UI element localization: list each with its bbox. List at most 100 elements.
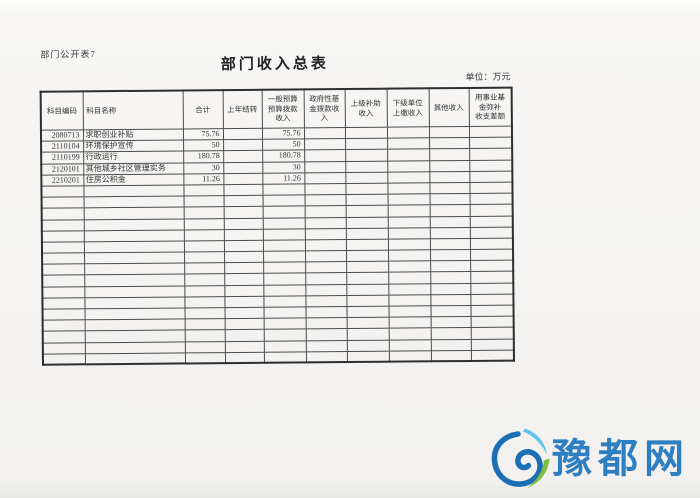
table-cell	[469, 148, 513, 161]
table-cell: 其他城乡社区管理实务	[83, 162, 184, 175]
table-cell	[84, 352, 185, 365]
table-cell	[345, 205, 388, 218]
table-cell	[346, 317, 389, 329]
table-cell	[184, 352, 225, 364]
table-cell	[388, 261, 431, 273]
table-cell: 11.26	[262, 172, 305, 185]
swirl-cyan-leaf	[523, 428, 547, 455]
table-cell	[223, 150, 263, 163]
table-cell: 2110199	[41, 152, 84, 164]
table-cell	[387, 149, 430, 161]
revenue-table: 科目编码 科目名称 合计 上年结转 一般预算 预算拨款 收入 政府性基 金拨款收 入上级补…	[39, 86, 515, 367]
column-header: 下级单位 上缴收入	[386, 88, 429, 128]
column-header: 政府性基 金拨款收 入	[303, 89, 345, 128]
table-cell	[469, 159, 513, 172]
table-cell: 50	[262, 139, 305, 151]
table-cell	[183, 184, 224, 197]
table-cell	[429, 238, 471, 250]
table-cell	[346, 350, 389, 363]
table-cell	[263, 351, 306, 364]
table-cell	[429, 193, 470, 206]
table-cell: 50	[183, 139, 224, 152]
table-cell	[262, 239, 306, 252]
table-cell	[83, 240, 185, 253]
table-cell	[304, 172, 346, 184]
column-header: 科目名称	[82, 90, 183, 130]
table-cell	[304, 217, 346, 229]
table-cell	[42, 342, 85, 354]
table-cell	[223, 161, 263, 174]
table-cell	[304, 194, 346, 207]
table-cell	[262, 183, 305, 196]
table-cell	[387, 216, 430, 228]
table-cell	[470, 293, 514, 306]
unit-note: 单位：万元	[465, 71, 511, 82]
table-cell	[84, 274, 185, 287]
table-cell	[42, 331, 85, 343]
table-cell	[223, 217, 263, 230]
table-header-row: 科目编码 科目名称 合计 上年结转 一般预算 预算拨款 收入 政府性基 金拨款收 入上级补…	[40, 87, 512, 131]
table-cell	[387, 160, 430, 172]
table-cell: 75.76	[261, 127, 305, 140]
table-cell	[470, 271, 514, 284]
table-cell	[184, 274, 225, 286]
watermark-logo: 豫都网	[488, 424, 700, 494]
table-cell	[345, 160, 388, 173]
table-cell	[42, 252, 85, 265]
table-cell	[42, 353, 86, 366]
table-cell	[388, 350, 431, 363]
table-cell	[469, 237, 514, 250]
table-cell	[305, 284, 347, 296]
table-cell: 11.26	[183, 173, 224, 185]
table-cell	[430, 283, 471, 295]
table-cell	[223, 173, 263, 185]
table-cell	[388, 294, 431, 307]
table-cell	[346, 328, 389, 341]
table-cell	[223, 195, 263, 207]
table-cell	[345, 138, 388, 150]
table-cell	[430, 294, 471, 306]
table-cell	[224, 318, 264, 330]
table-cell	[184, 296, 225, 308]
table-cell	[263, 250, 306, 263]
table-cell	[84, 330, 185, 343]
table-cell	[183, 195, 224, 208]
table-cell	[224, 307, 264, 319]
table-cell: 75.76	[182, 128, 224, 141]
table-cell	[223, 228, 263, 241]
table-cell	[304, 239, 347, 251]
table-cell: 30	[262, 161, 305, 174]
table-cell	[263, 262, 306, 274]
table-cell	[429, 182, 470, 194]
table-cell	[83, 207, 184, 220]
table-cell	[305, 317, 347, 330]
table-cell	[430, 260, 471, 273]
table-cell	[345, 194, 388, 206]
table-cell	[346, 261, 389, 273]
table-cell	[305, 295, 347, 307]
table-cell	[224, 329, 264, 342]
table-cell	[263, 340, 306, 353]
table-cell	[42, 286, 85, 298]
table-cell	[345, 171, 388, 184]
table-cell	[223, 184, 263, 196]
table-cell	[387, 227, 430, 240]
table-cell	[388, 305, 431, 318]
table-cell	[386, 126, 430, 139]
table-cell	[387, 238, 431, 251]
table-cell	[263, 284, 306, 297]
table-cell	[470, 282, 514, 295]
table-cell	[223, 240, 264, 252]
table-cell	[304, 149, 346, 162]
column-header: 上年结转	[222, 89, 262, 129]
table-cell	[41, 230, 84, 243]
table-cell	[428, 126, 470, 138]
table-cell	[345, 149, 388, 162]
column-header: 上级补助 收入	[344, 88, 387, 128]
table-cell	[84, 307, 185, 321]
table-cell	[429, 137, 470, 150]
table-cell	[346, 294, 389, 307]
table-cell	[224, 284, 264, 297]
table-cell	[469, 193, 513, 205]
table-cell	[183, 229, 224, 241]
